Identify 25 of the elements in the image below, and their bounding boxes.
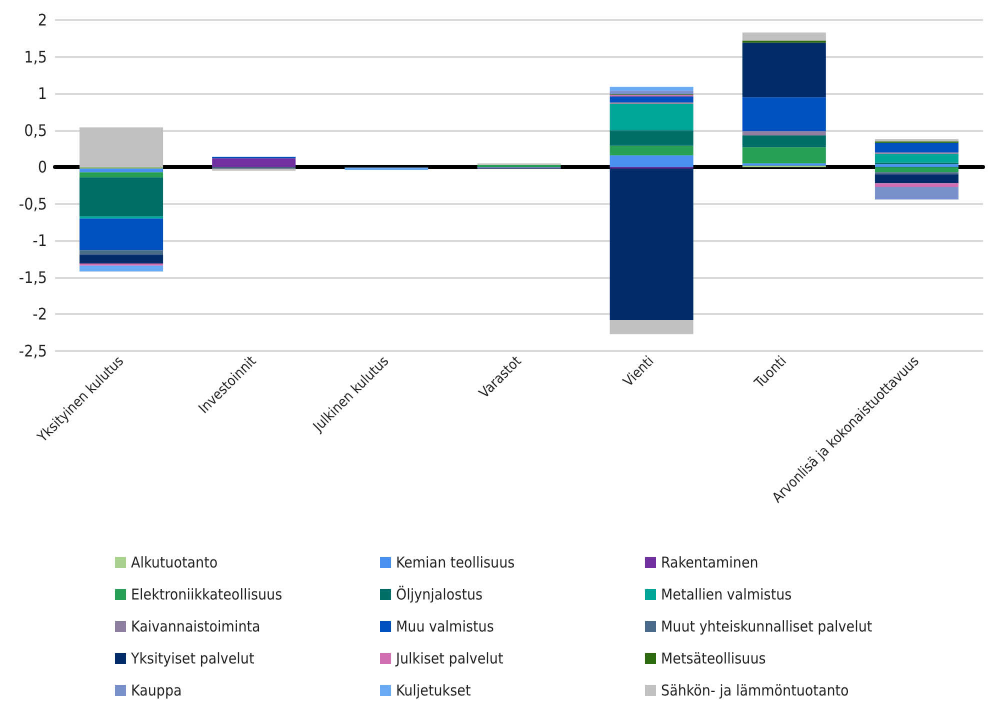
y-tick-label: -0,5 [18,194,47,214]
y-tick-label: 1 [38,84,47,104]
legend-label: Muut yhteiskunnalliset palvelut [661,618,872,636]
legend-label: Kuljetukset [396,682,471,700]
y-tick-label: 0,5 [24,120,47,140]
legend-label: Muu valmistus [396,618,494,636]
legend-label: Metsäteollisuus [661,650,766,668]
y-tick-label: -1,5 [18,268,47,287]
legend-label: Kaivannaistoiminta [131,618,260,636]
y-tick-label: -2,5 [18,342,47,360]
y-tick-label: 2 [38,10,47,30]
legend-label: Yksityiset palvelut [130,650,254,668]
legend-label: Sähkön- ja lämmöntuotanto [661,682,849,700]
legend-label: Rakentaminen [661,554,758,572]
legend-label: Alkutuotanto [131,554,218,572]
y-tick-label: -2 [32,304,47,324]
legend-label: Julkiset palvelut [395,650,504,668]
legend-label: Metallien valmistus [661,586,792,604]
y-tick-label: -1 [32,231,47,250]
legend-label: Kemian teollisuus [396,554,515,572]
legend-label: Kauppa [131,682,182,700]
legend-label: Elektroniikkateollisuus [131,586,282,604]
legend-label: Öljynjalostus [396,586,483,604]
y-tick-label: 1,5 [24,47,47,66]
y-tick-label: 0 [38,158,47,177]
